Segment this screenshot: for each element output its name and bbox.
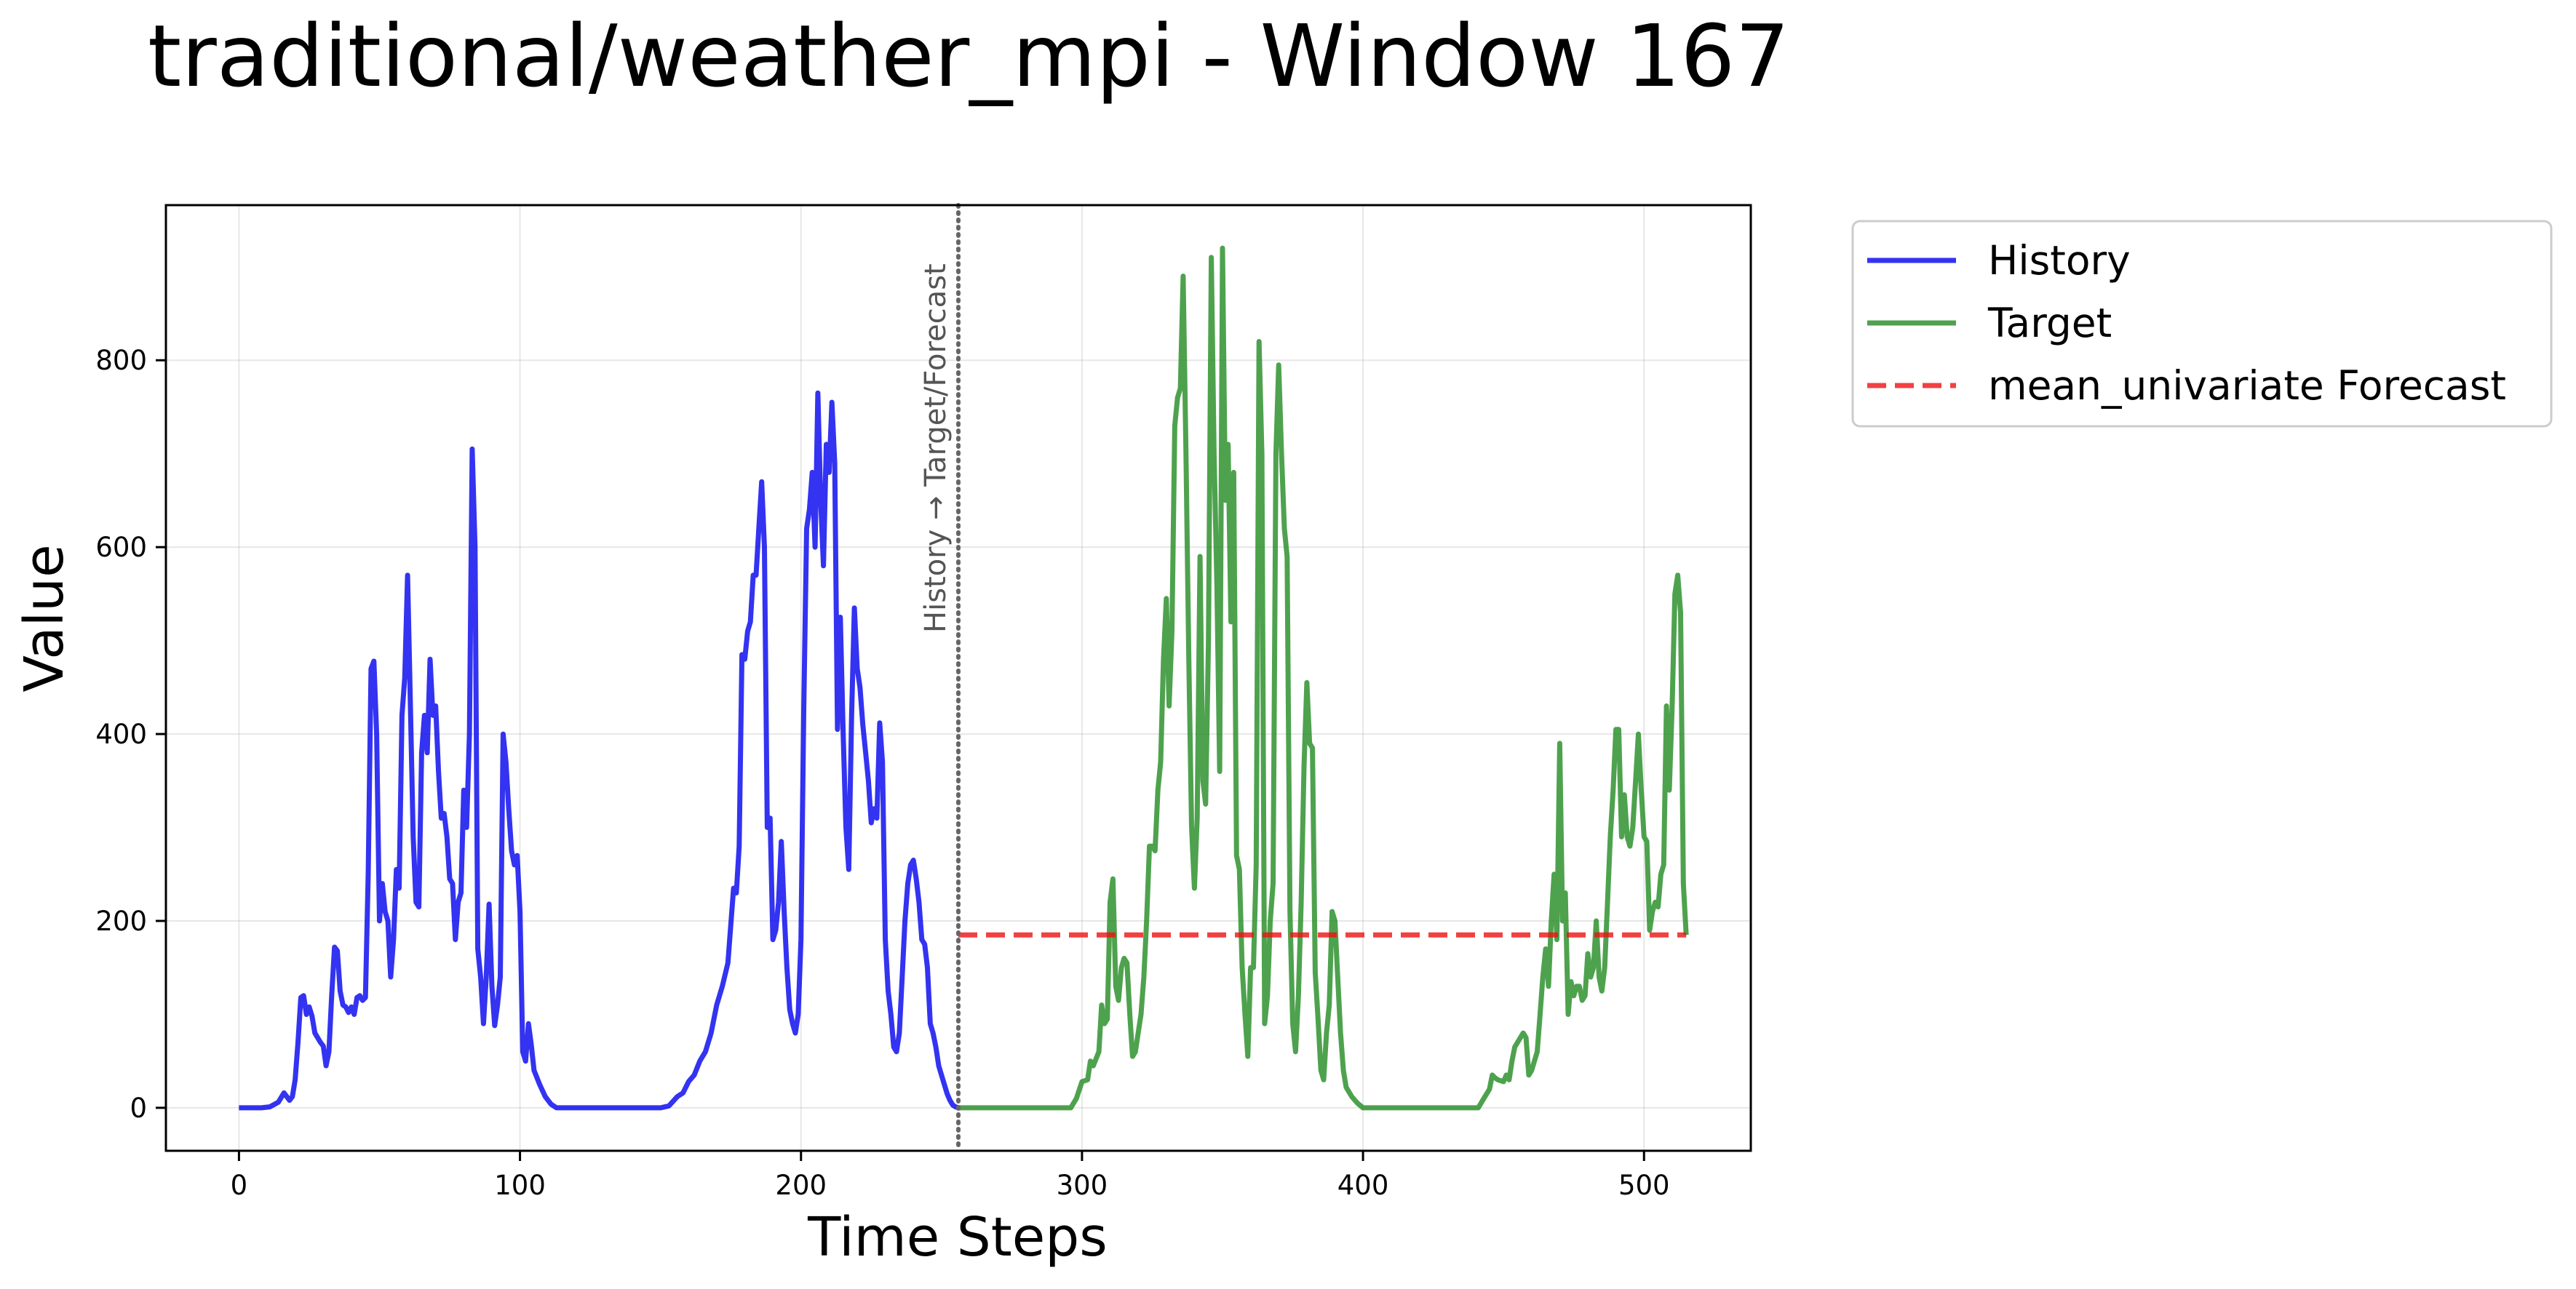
series-line-history <box>239 390 960 1111</box>
chart-title: traditional/weather_mpi - Window 167 <box>148 6 1789 106</box>
series-line-target <box>958 245 1689 1111</box>
x-tick-label: 100 <box>494 1170 546 1201</box>
plot-frame <box>164 204 1752 1152</box>
legend-box <box>1851 220 2553 428</box>
legend-label: Target <box>1987 300 2112 346</box>
y-axis-label: Value <box>13 544 76 692</box>
x-axis-label: Time Steps <box>807 1206 1108 1269</box>
plot-series <box>239 245 1689 1111</box>
y-tick-label: 0 <box>130 1093 147 1124</box>
y-tick-label: 200 <box>95 906 147 937</box>
x-tick-label: 300 <box>1057 1170 1108 1201</box>
y-tick-label: 800 <box>95 345 147 376</box>
y-tick-label: 400 <box>95 719 147 750</box>
x-tick-label: 400 <box>1337 1170 1389 1201</box>
legend-label: mean_univariate Forecast <box>1988 362 2506 409</box>
y-axis-ticks: 0 200 400 600 800 <box>95 345 166 1124</box>
divider-annotation: History → Target/Forecast <box>919 263 953 633</box>
x-tick-label: 500 <box>1618 1170 1670 1201</box>
x-axis-ticks: 0 100 200 300 400 500 <box>231 1151 1670 1201</box>
x-tick-label: 200 <box>775 1170 827 1201</box>
legend: History Target mean_univariate Forecast <box>1851 220 2553 428</box>
y-tick-label: 600 <box>95 532 147 563</box>
x-tick-label: 0 <box>231 1170 248 1201</box>
legend-label: History <box>1988 237 2131 284</box>
